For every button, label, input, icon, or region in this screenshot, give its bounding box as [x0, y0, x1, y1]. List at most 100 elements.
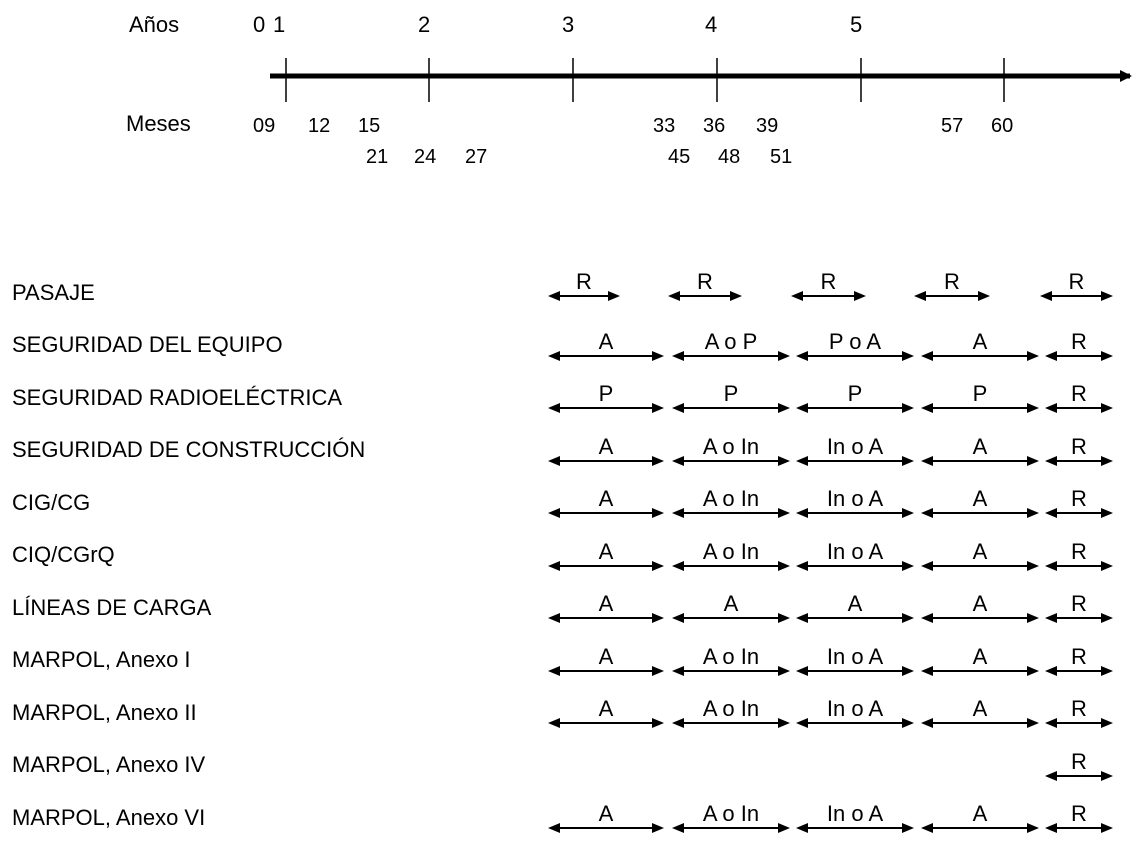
- cycle-label: R: [697, 269, 713, 294]
- cycle-label: P: [973, 381, 988, 406]
- cycle-arrow: [1045, 666, 1113, 676]
- cycle-arrow: [1045, 351, 1113, 361]
- cycle-arrow: [672, 718, 790, 728]
- month-label: 27: [465, 146, 488, 168]
- cycle-label: R: [576, 269, 592, 294]
- cycle-arrow: [672, 403, 790, 413]
- cycle-label: A o In: [703, 486, 759, 511]
- cycle-arrow: [791, 291, 866, 301]
- year-label-4: 4: [705, 12, 718, 37]
- cycle-label: In o A: [827, 434, 884, 459]
- year-label-5: 5: [850, 12, 863, 37]
- cycle-arrow: [548, 508, 664, 518]
- cycle-label: A: [599, 486, 614, 511]
- cycle-label: A: [973, 696, 988, 721]
- cycle-label: A o In: [703, 539, 759, 564]
- cycle-arrow: [921, 508, 1039, 518]
- month-label: 12: [308, 115, 331, 137]
- cycle-label: P: [848, 381, 863, 406]
- cycle-label: A: [973, 486, 988, 511]
- cycle-arrow: [796, 403, 914, 413]
- cycle-label: A: [599, 539, 614, 564]
- cycle-label: A: [973, 801, 988, 826]
- cycle-arrow: [1045, 718, 1113, 728]
- month-label: 39: [756, 115, 779, 137]
- cycle-label: R: [944, 269, 960, 294]
- row-label-lineas-carga: LÍNEAS DE CARGA: [12, 595, 212, 620]
- cycle-label: In o A: [827, 644, 884, 669]
- cycle-label: A: [973, 644, 988, 669]
- year-label-0: 0: [253, 12, 266, 37]
- cycle-arrow: [548, 291, 620, 301]
- month-label: 24: [414, 146, 437, 168]
- cycle-label: In o A: [827, 539, 884, 564]
- cycle-label: In o A: [827, 486, 884, 511]
- cycle-label: A: [599, 434, 614, 459]
- cycle-arrow: [796, 823, 914, 833]
- month-label: 09: [253, 115, 276, 137]
- cycle-arrow: [548, 613, 664, 623]
- cycle-arrow: [1045, 613, 1113, 623]
- cycle-label: A: [848, 591, 863, 616]
- cycle-arrow: [548, 403, 664, 413]
- row-label-cig-cg: CIG/CG: [12, 490, 91, 515]
- cycle-arrow: [1045, 456, 1113, 466]
- cycle-arrow: [1045, 823, 1113, 833]
- cycle-label: A o In: [703, 801, 759, 826]
- cycle-arrow: [548, 456, 664, 466]
- cycle-arrow: [1045, 771, 1113, 781]
- cycle-arrow: [672, 666, 790, 676]
- cycle-label: A: [599, 801, 614, 826]
- year-label-1: 1: [273, 12, 286, 37]
- cycle-label: In o A: [827, 801, 884, 826]
- cycle-arrow: [548, 351, 664, 361]
- row-label-marpol-ii: MARPOL, Anexo II: [12, 700, 197, 725]
- cycle-label: A o P: [705, 329, 758, 354]
- cycle-label: R: [1071, 434, 1087, 459]
- years-label: Años: [129, 12, 180, 37]
- cycle-label: A: [724, 591, 739, 616]
- cycle-label: R: [1069, 269, 1085, 294]
- cycle-label: A: [599, 591, 614, 616]
- row-label-marpol-i: MARPOL, Anexo I: [12, 647, 191, 672]
- cycle-arrow: [921, 456, 1039, 466]
- cycle-label: In o A: [827, 696, 884, 721]
- cycle-arrow: [921, 718, 1039, 728]
- cycle-arrow: [548, 666, 664, 676]
- row-label-seguridad-construccion: SEGURIDAD DE CONSTRUCCIÓN: [12, 437, 366, 462]
- cycle-label: R: [1071, 801, 1087, 826]
- cycle-arrow: [672, 613, 790, 623]
- cycle-arrow: [548, 823, 664, 833]
- cycle-label: A: [973, 539, 988, 564]
- cycle-arrow: [1045, 508, 1113, 518]
- year-label-2: 2: [418, 12, 431, 37]
- cycle-label: P: [599, 381, 614, 406]
- timeline-axis: [270, 58, 1132, 102]
- cycle-label: P: [724, 381, 739, 406]
- cycle-label: A: [973, 591, 988, 616]
- month-label: 60: [991, 115, 1014, 137]
- cycle-arrow: [548, 718, 664, 728]
- cycle-label: A o In: [703, 434, 759, 459]
- month-label: 45: [668, 146, 691, 168]
- cycle-arrow: [921, 613, 1039, 623]
- cycle-label: R: [821, 269, 837, 294]
- cycle-arrow: [921, 666, 1039, 676]
- cycle-arrow: [796, 561, 914, 571]
- cycle-label: R: [1071, 381, 1087, 406]
- cycle-label: A o In: [703, 696, 759, 721]
- cycle-arrow: [1045, 561, 1113, 571]
- month-label: 21: [366, 146, 389, 168]
- cycle-arrow: [672, 456, 790, 466]
- cycle-label: A o In: [703, 644, 759, 669]
- cycle-arrow: [548, 561, 664, 571]
- cycle-label: A: [599, 329, 614, 354]
- cycle-label: R: [1071, 591, 1087, 616]
- month-label: 36: [703, 115, 726, 137]
- cycle-arrow: [921, 351, 1039, 361]
- cycle-arrow: [668, 291, 742, 301]
- cycle-arrow: [796, 508, 914, 518]
- year-label-3: 3: [562, 12, 575, 37]
- row-label-ciq-cgrq: CIQ/CGrQ: [12, 542, 115, 567]
